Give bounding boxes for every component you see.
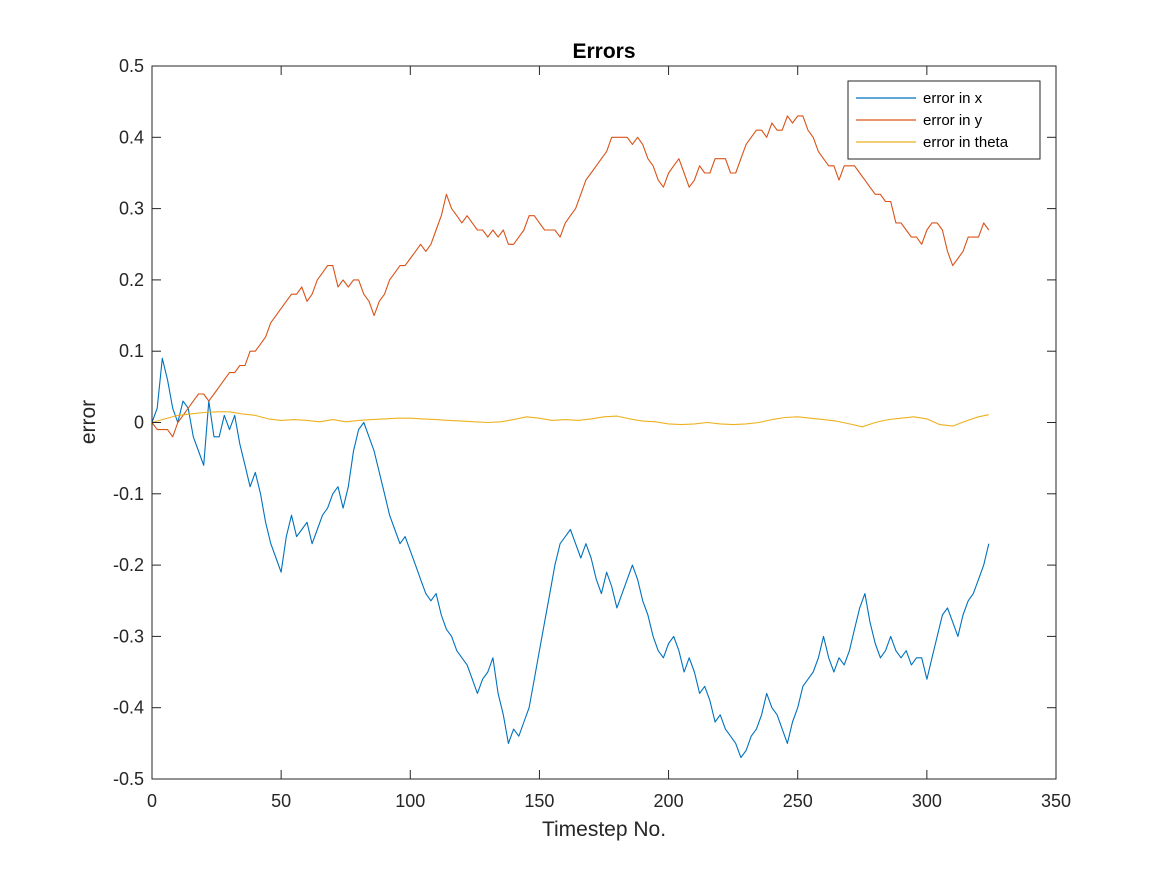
y-tick-label: 0.5 [119, 56, 144, 76]
y-tick-label: 0.1 [119, 341, 144, 361]
legend-label-2: error in y [923, 112, 983, 129]
y-tick-label: 0 [134, 413, 144, 433]
y-tick-label: -0.4 [113, 698, 144, 718]
series-line-2 [151, 115, 990, 438]
x-tick-label: 350 [1041, 791, 1071, 811]
y-tick-label: -0.1 [113, 484, 144, 504]
chart-title: Errors [572, 40, 635, 63]
series-layer [151, 115, 990, 759]
y-tick-label: -0.5 [113, 769, 144, 789]
legend: error in x error in y error in theta [847, 80, 1041, 160]
x-axis-label: Timestep No. [542, 818, 666, 841]
legend-label-3: error in theta [923, 134, 1009, 151]
y-tick-label: 0.4 [119, 127, 144, 147]
x-tick-label: 50 [271, 791, 291, 811]
y-axis-label: error [77, 400, 100, 444]
y-tick-label: 0.3 [119, 199, 144, 219]
x-tick-label: 100 [395, 791, 425, 811]
legend-label-1: error in x [923, 90, 983, 107]
axes-layer: 0 50 100 150 200 250 300 350 -0.5 -0.4 -0.3 -0.2 -0.… [113, 56, 1071, 811]
y-tick-label: 0.2 [119, 270, 144, 290]
x-tick-label: 200 [654, 791, 684, 811]
series-line-1 [151, 357, 990, 759]
y-tick-label: -0.2 [113, 555, 144, 575]
y-tick-label: -0.3 [113, 626, 144, 646]
x-tick-label: 150 [524, 791, 554, 811]
x-tick-label: 0 [147, 791, 157, 811]
plot-area [152, 66, 1056, 779]
x-tick-label: 250 [783, 791, 813, 811]
series-line-3 [151, 411, 989, 428]
x-tick-label: 300 [912, 791, 942, 811]
